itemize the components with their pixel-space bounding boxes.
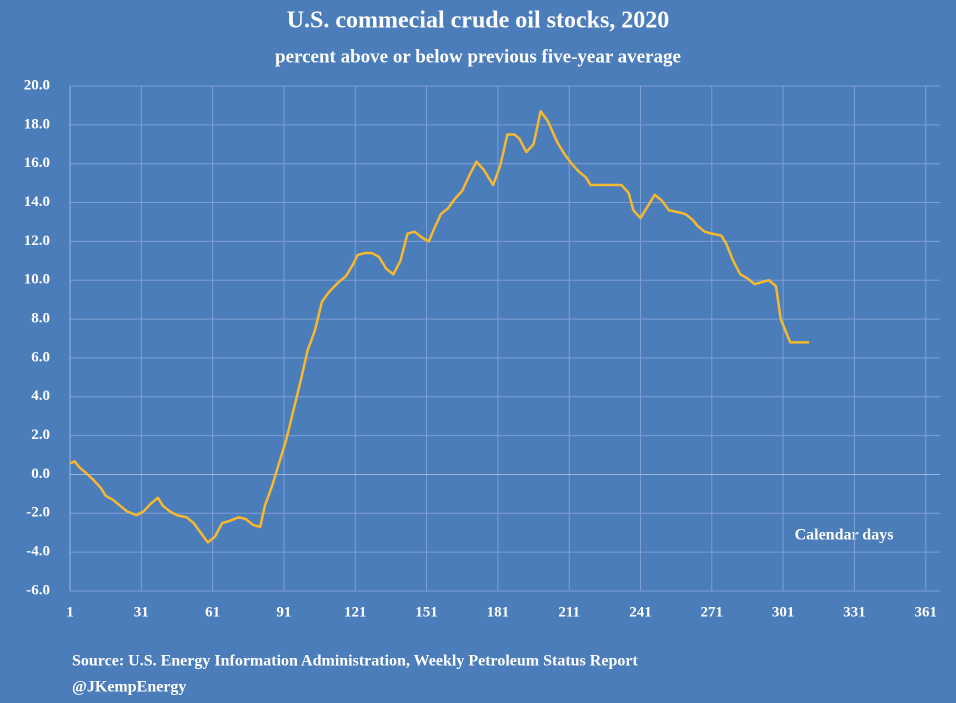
data-line xyxy=(69,110,810,544)
y-tick-label: 10.0 xyxy=(24,272,50,288)
x-tick-label: 31 xyxy=(134,604,149,620)
x-tick-label: 241 xyxy=(629,604,652,620)
y-tick-label: -2.0 xyxy=(26,505,50,521)
y-tick-label: -4.0 xyxy=(26,544,50,560)
chart-subtitle: percent above or below previous five-yea… xyxy=(275,46,681,67)
y-tick-label: 18.0 xyxy=(24,116,50,132)
x-tick-label: 211 xyxy=(558,604,580,620)
x-tick-label: 301 xyxy=(772,604,795,620)
x-tick-label: 361 xyxy=(914,604,937,620)
x-tick-label: 121 xyxy=(344,604,367,620)
x-tick-label: 91 xyxy=(276,604,291,620)
source: Source: U.S. Energy Information Administ… xyxy=(72,653,638,670)
x-tick-label: 151 xyxy=(415,604,438,620)
x-tick-label: 181 xyxy=(487,604,510,620)
x-tick-label: 271 xyxy=(701,604,724,620)
y-tick-label: 16.0 xyxy=(24,155,50,171)
x-tick-label: 1 xyxy=(66,604,74,620)
y-tick-label: 8.0 xyxy=(31,311,50,327)
y-tick-label: 12.0 xyxy=(24,233,50,249)
chart-title: U.S. commecial crude oil stocks, 2020 xyxy=(287,8,670,34)
y-tick-label: 6.0 xyxy=(31,349,50,365)
x-tick-label: 331 xyxy=(843,604,866,620)
y-tick-label: -6.0 xyxy=(26,582,50,598)
y-tick-label: 4.0 xyxy=(31,388,50,404)
y-tick-label: 2.0 xyxy=(31,427,50,443)
credit: @JKempEnergy xyxy=(72,679,186,696)
y-tick-label: 20.0 xyxy=(24,77,50,93)
x-axis-label: Calendar days xyxy=(795,527,894,544)
y-tick-label: 14.0 xyxy=(24,194,50,210)
x-tick-label: 61 xyxy=(205,604,220,620)
y-tick-label: 0.0 xyxy=(31,466,50,482)
